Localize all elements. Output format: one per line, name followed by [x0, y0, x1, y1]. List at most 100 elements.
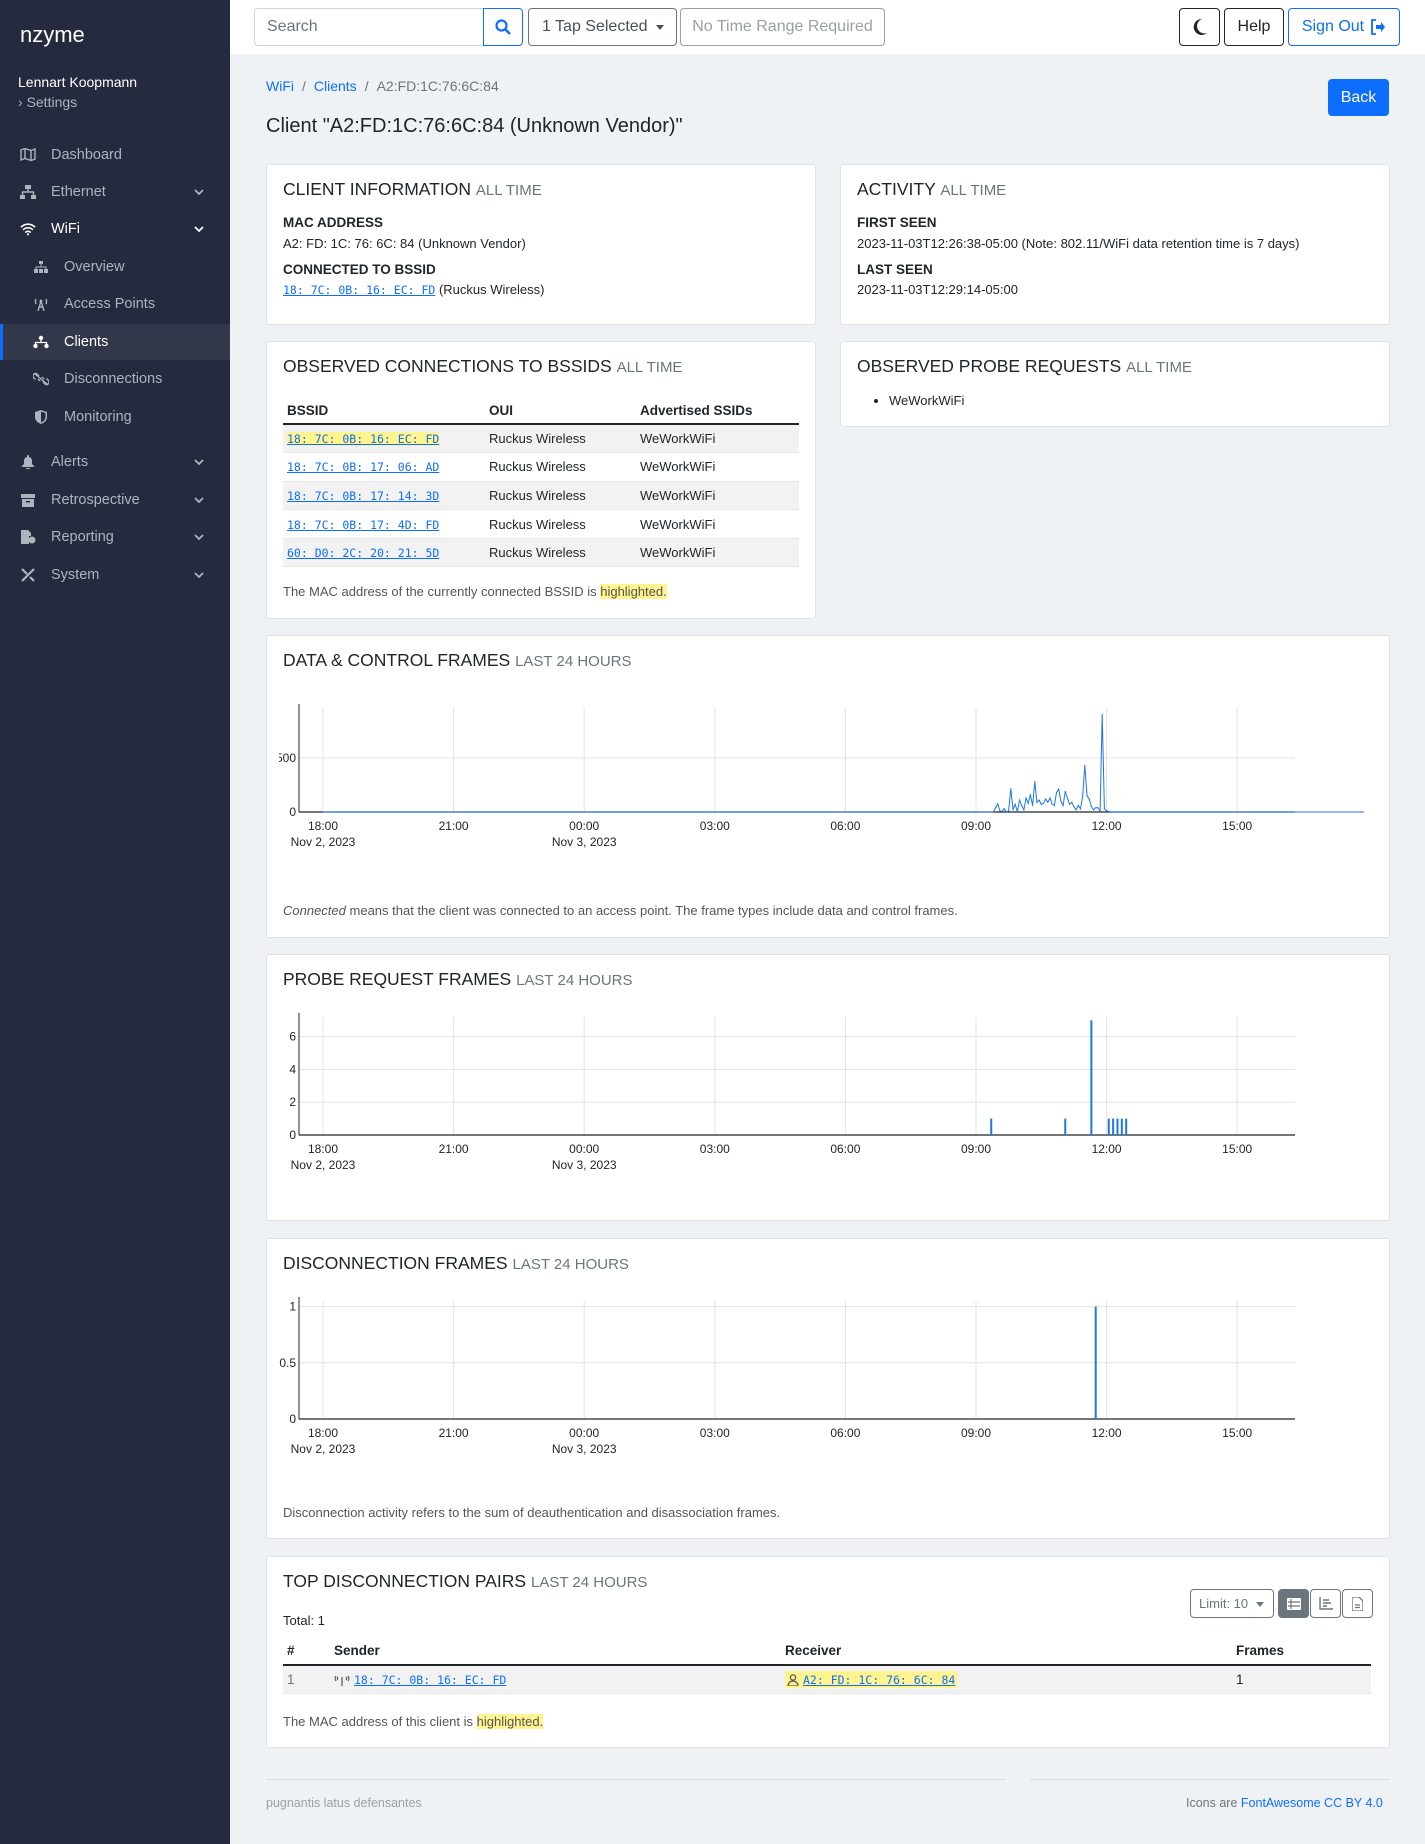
data-bar [1112, 1118, 1115, 1135]
data-point [1079, 808, 1082, 810]
data-point [992, 811, 995, 813]
data-point [1038, 799, 1040, 801]
probe-frames-chart[interactable]: 0 2 4 6 18:00 Nov 2, 2023 21:00 00:00 Nov 3, 202… [279, 1011, 1379, 1191]
moon-icon [1193, 19, 1207, 35]
data-point [1112, 811, 1114, 813]
sidebar-item-label: WiFi [51, 221, 80, 237]
breadcrumb-separator: / [302, 78, 306, 94]
disconnection-frames-chart[interactable]: 0 0.5 1 18:00 Nov 2, 2023 21:00 00:00 Nov 3, 20… [279, 1295, 1379, 1475]
unlink-icon [33, 371, 49, 387]
data-point [1008, 810, 1010, 812]
card-subtitle: LAST 24 HOURS [530, 1574, 648, 1591]
card-subtitle: LAST 24 HOURS [512, 1256, 629, 1273]
data-point [1005, 811, 1008, 813]
card-title-text: OBSERVED CONNECTIONS TO BSSIDS [283, 356, 612, 376]
data-point [1010, 788, 1012, 790]
bssid-link[interactable]: 60: D0: 2C: 20: 21: 5D [287, 546, 440, 561]
sidebar-item-reporting[interactable]: Reporting [0, 519, 230, 555]
row-number: 1 [283, 1665, 330, 1694]
report-icon [20, 529, 36, 545]
connected-bssid-link[interactable]: 18: 7C: 0B: 16: EC: FD [283, 283, 436, 297]
card-title-text: DATA & CONTROL FRAMES [283, 650, 511, 670]
search-input[interactable]: Search [254, 8, 483, 46]
receiver-link[interactable]: A2: FD: 1C: 76: 6C: 84 [803, 1672, 956, 1687]
data-point [1099, 810, 1101, 812]
footer-divider [266, 1779, 1006, 1780]
dark-mode-toggle[interactable] [1179, 8, 1220, 46]
sidebar-item-disconnections[interactable]: Disconnections [0, 361, 230, 397]
settings-link[interactable]: › Settings [18, 94, 78, 110]
data-point [1051, 803, 1053, 806]
sidebar: nzyme Lennart Koopmann › Settings Dashbo… [0, 0, 230, 1844]
data-frames-chart[interactable]: 0 500 18:00 Nov 2, 2023 21:00 00:00 Nov 3, 202… [279, 692, 1379, 872]
settings-label: Settings [26, 94, 78, 110]
data-point [997, 803, 999, 805]
bssid-cell: 18: 7C: 0B: 17: 4D: FD [283, 509, 485, 539]
export-button[interactable] [1342, 1589, 1373, 1618]
bssid-cell: 18: 7C: 0B: 17: 06: AD [283, 452, 485, 482]
tap-selector-dropdown[interactable]: 1 Tap Selected [528, 8, 677, 46]
ssid-cell: WeWorkWiFi [636, 538, 799, 568]
sender-link[interactable]: 18: 7C: 0B: 16: EC: FD [354, 1672, 507, 1687]
chart-view-button[interactable] [1310, 1589, 1341, 1618]
table-row: 1 18: 7C: 0B: 16: EC: FD A2: FD: 1C: 76:… [283, 1665, 1371, 1694]
data-point [1053, 804, 1055, 807]
card-title-text: PROBE REQUEST FRAMES [283, 969, 512, 989]
data-point [999, 810, 1001, 812]
column-header-ssids: Advertised SSIDs [636, 397, 799, 425]
y-tick-label: 1 [289, 1300, 296, 1314]
sidebar-item-clients[interactable]: Clients [0, 324, 230, 360]
search-button[interactable] [483, 8, 523, 46]
limit-label: Limit: 10 [1199, 1596, 1249, 1611]
sidebar-item-wifi[interactable]: WiFi [0, 211, 230, 247]
y-tick-label: 6 [289, 1030, 296, 1044]
data-bar [1125, 1118, 1128, 1135]
x-tick-label: 15:00 [1222, 819, 1252, 833]
data-point [1047, 801, 1049, 803]
sidebar-item-ethernet[interactable]: Ethernet [0, 174, 230, 210]
sidebar-item-label: Ethernet [51, 184, 106, 200]
sign-out-button[interactable]: Sign Out [1288, 8, 1400, 46]
back-button[interactable]: Back [1328, 79, 1389, 116]
card-title: DATA & CONTROL FRAMES LAST 24 HOURS [283, 650, 632, 671]
y-tick-label: 2 [289, 1095, 296, 1109]
data-point [1121, 811, 1123, 813]
table-view-button[interactable] [1278, 1589, 1309, 1618]
brand-logo[interactable]: nzyme [20, 22, 85, 47]
x-tick-label: 09:00 [961, 1142, 991, 1156]
footer-credits: Icons are FontAwesome CC BY 4.0 [1186, 1796, 1383, 1810]
x-tick-label: 09:00 [961, 1426, 991, 1440]
sidebar-item-retrospective[interactable]: Retrospective [0, 482, 230, 518]
sidebar-item-label: Overview [64, 259, 125, 275]
oui-cell: Ruckus Wireless [485, 538, 636, 568]
sidebar-item-alerts[interactable]: Alerts [0, 444, 230, 480]
y-tick-label: 0.5 [279, 1356, 296, 1370]
sidebar-item-monitoring[interactable]: Monitoring [0, 399, 230, 435]
limit-dropdown[interactable]: Limit: 10 [1190, 1589, 1274, 1618]
sidebar-item-label: Access Points [64, 296, 156, 312]
frames-cell: 1 [1232, 1665, 1371, 1694]
sidebar-item-access-points[interactable]: Access Points [0, 286, 230, 322]
table-row: 18: 7C: 0B: 17: 4D: FD Ruckus Wireless WeW… [283, 509, 799, 539]
breadcrumb-clients[interactable]: Clients [313, 78, 357, 94]
bssid-link[interactable]: 18: 7C: 0B: 17: 06: AD [287, 460, 440, 475]
shield-icon [33, 409, 49, 425]
receiver-cell: A2: FD: 1C: 76: 6C: 84 [781, 1665, 1232, 1694]
card-title: TOP DISCONNECTION PAIRS LAST 24 HOURS [283, 1571, 647, 1592]
table-row: 18: 7C: 0B: 17: 14: 3D Ruckus Wireless WeW… [283, 481, 799, 511]
observed-connections-card: OBSERVED CONNECTIONS TO BSSIDS ALL TIME … [266, 341, 816, 619]
sidebar-item-dashboard[interactable]: Dashboard [0, 137, 230, 173]
help-button[interactable]: Help [1224, 8, 1284, 46]
x-tick-label: 06:00 [830, 1426, 860, 1440]
fontawesome-link[interactable]: FontAwesome CC BY 4.0 [1240, 1796, 1383, 1810]
bssid-link[interactable]: 18: 7C: 0B: 17: 4D: FD [287, 517, 440, 532]
tower-icon [33, 296, 49, 312]
bssid-link[interactable]: 18: 7C: 0B: 16: EC: FD [287, 432, 440, 447]
x-tick-label: 15:00 [1222, 1426, 1252, 1440]
sidebar-item-overview[interactable]: Overview [0, 249, 230, 285]
breadcrumb-wifi[interactable]: WiFi [266, 78, 294, 94]
x-date-label: Nov 2, 2023 [291, 1442, 356, 1456]
bssid-link[interactable]: 18: 7C: 0B: 17: 14: 3D [287, 488, 440, 503]
data-point [1071, 801, 1073, 803]
sidebar-item-system[interactable]: System [0, 557, 230, 593]
